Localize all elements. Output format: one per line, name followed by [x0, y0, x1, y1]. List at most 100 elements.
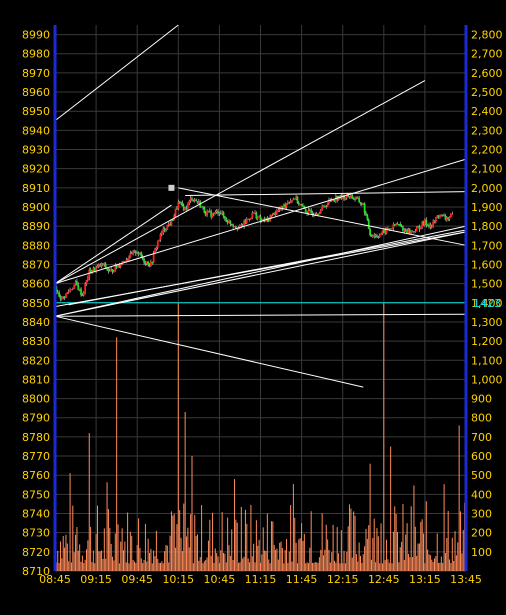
candle-body: [126, 259, 129, 261]
price-tick-label: 8710: [22, 565, 50, 578]
candle-body: [306, 212, 308, 214]
candle-body: [102, 263, 104, 265]
volume-tick-label: 100: [471, 546, 492, 559]
candle-body: [304, 208, 307, 213]
trend-line: [68, 229, 467, 306]
candle-body: [429, 224, 432, 228]
candle-body: [136, 252, 139, 254]
candle-body: [391, 228, 393, 230]
candle-body: [239, 225, 241, 228]
price-candles: [54, 192, 454, 302]
candle-body: [103, 263, 106, 265]
candle-body: [274, 213, 277, 215]
volume-tick-label: 1,100: [471, 354, 503, 367]
candle-body: [378, 234, 381, 238]
volume-tick-label: 200: [471, 527, 492, 540]
candle-body: [174, 208, 177, 216]
candle-body: [333, 199, 336, 201]
candle-body: [291, 200, 293, 202]
candle-body: [408, 229, 411, 234]
candle-body: [396, 224, 399, 226]
candle-body: [241, 225, 244, 227]
candle-body: [376, 235, 378, 237]
candle-body: [354, 198, 356, 200]
candle-body: [308, 210, 311, 212]
candle-body: [441, 214, 444, 216]
candle-body: [117, 264, 119, 268]
volume-tick-label: 2,300: [471, 124, 503, 137]
candle-body: [411, 231, 414, 233]
price-tick-label: 8840: [22, 316, 50, 329]
candle-body: [296, 196, 299, 203]
candle-body: [250, 217, 252, 220]
candle-body: [344, 198, 347, 200]
candle-body: [69, 289, 71, 292]
candle-body: [373, 235, 376, 237]
trend-line: [54, 204, 172, 285]
candle-body: [84, 284, 87, 293]
candle-body: [119, 264, 122, 267]
candle-body: [445, 217, 448, 220]
candle-body: [232, 224, 234, 227]
candle-body: [195, 199, 198, 202]
candle-body: [332, 199, 335, 201]
candle-body: [262, 218, 265, 220]
time-tick-label: 11:15: [245, 573, 277, 586]
candle-body: [414, 231, 417, 233]
candle-body: [92, 267, 95, 272]
candle-body: [360, 203, 363, 205]
candle-body: [403, 229, 406, 231]
candle-body: [428, 224, 430, 228]
candle-body: [170, 219, 173, 226]
candle-body: [351, 195, 354, 199]
candle-body: [95, 267, 97, 272]
candle-body: [122, 261, 125, 263]
price-tick-label: 8810: [22, 373, 50, 386]
candle-body: [139, 252, 141, 254]
candle-body: [217, 210, 219, 214]
candle-body: [415, 226, 418, 232]
candle-body: [313, 214, 315, 216]
candle-body: [80, 288, 82, 296]
candle-body: [282, 204, 285, 209]
candle-body: [393, 224, 396, 226]
candle-body: [380, 233, 382, 235]
candle-body: [185, 207, 188, 209]
volume-tick-label: 2,800: [471, 29, 503, 42]
candle-body: [402, 227, 404, 231]
volume-tick-label: 2,400: [471, 105, 503, 118]
candle-body: [180, 202, 182, 204]
price-tick-label: 8930: [22, 144, 50, 157]
candle-body: [436, 215, 439, 219]
candle-body: [74, 281, 77, 285]
candle-body: [130, 253, 133, 255]
candle-body: [371, 235, 374, 237]
candle-body: [299, 204, 302, 206]
candle-body: [93, 267, 96, 272]
price-tick-label: 8830: [22, 335, 50, 348]
trend-line: [54, 24, 179, 122]
trend-line: [54, 225, 467, 317]
price-tick-label: 8980: [22, 48, 50, 61]
candle-body: [59, 296, 62, 300]
candle-body: [433, 221, 436, 223]
volume-tick-label: 2,100: [471, 163, 503, 176]
candle-body: [321, 206, 324, 210]
price-tick-label: 8780: [22, 431, 50, 444]
candle-body: [152, 253, 155, 263]
candle-body: [317, 213, 319, 215]
candle-body: [145, 261, 148, 264]
candle-body: [188, 200, 191, 204]
candle-body: [207, 210, 210, 212]
candle-body: [62, 296, 65, 298]
volume-tick-label: 300: [471, 508, 492, 521]
volume-tick-label: 900: [471, 393, 492, 406]
candle-body: [248, 218, 251, 220]
candle-body: [418, 226, 421, 230]
candle-body: [410, 231, 413, 234]
price-tick-label: 8940: [22, 124, 50, 137]
candle-body: [196, 201, 199, 203]
candle-body: [447, 217, 450, 220]
